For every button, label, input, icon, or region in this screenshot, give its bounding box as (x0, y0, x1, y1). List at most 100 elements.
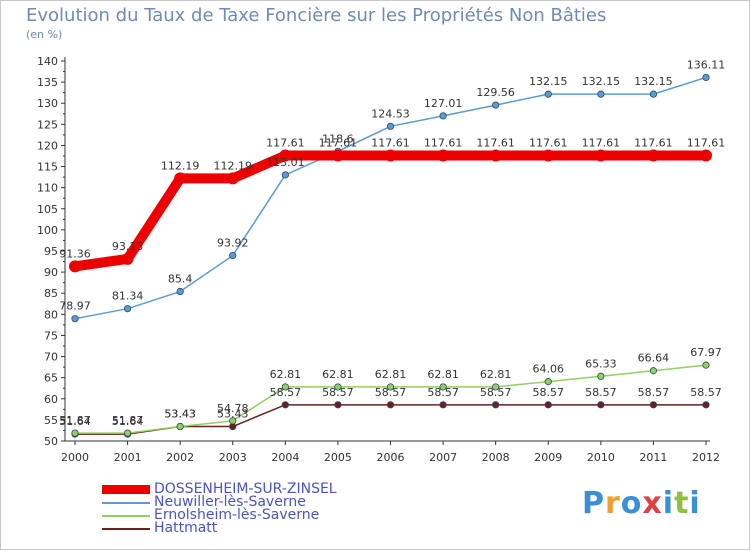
data-label: 66.64 (638, 352, 670, 365)
data-point-2 (229, 417, 237, 425)
legend-label: Neuwiller-lès-Saverne (154, 494, 306, 510)
y-tick-label: 135 (37, 76, 58, 89)
data-label: 117.61 (582, 137, 621, 150)
data-label: 127.01 (424, 97, 463, 110)
data-label: 58.57 (480, 386, 512, 399)
data-label: 58.57 (585, 386, 617, 399)
x-tick-label: 2006 (377, 451, 405, 464)
data-label: 58.57 (533, 386, 565, 399)
data-label: 58.57 (322, 386, 354, 399)
data-point-2 (334, 383, 342, 391)
data-label: 58.57 (638, 386, 670, 399)
data-point-1 (176, 287, 184, 296)
y-tick-label: 65 (44, 372, 58, 385)
data-label: 117.61 (266, 137, 305, 150)
logo-letter: x (642, 486, 663, 521)
legend-label: DOSSENHEIM-SUR-ZINSEL (154, 481, 337, 497)
data-label: 132.15 (582, 75, 621, 88)
data-label: 112.19 (214, 159, 253, 172)
data-label: 91.36 (59, 247, 91, 260)
y-tick-label: 105 (37, 203, 58, 216)
data-label: 117.61 (371, 137, 410, 150)
logo-letter: i (662, 486, 675, 521)
data-point-1 (597, 90, 605, 98)
data-point-0 (647, 149, 660, 162)
x-tick-label: 2009 (534, 451, 562, 464)
data-point-2 (702, 361, 710, 369)
data-point-2 (71, 429, 79, 437)
data-label: 85.4 (168, 273, 193, 286)
legend-label: Ernolsheim-lès-Saverne (154, 507, 320, 523)
data-label: 117.61 (687, 137, 726, 150)
chart-subtitle: (en %) (26, 28, 63, 41)
data-point-0 (384, 149, 397, 162)
y-tick-label: 120 (37, 139, 58, 152)
x-tick-label: 2011 (639, 451, 667, 464)
data-label: 93.92 (217, 237, 249, 250)
data-label: 67.97 (690, 346, 722, 359)
x-tick-label: 2001 (114, 451, 142, 464)
data-point-0 (279, 149, 292, 162)
data-label: 117.61 (634, 137, 673, 150)
data-point-3 (702, 401, 710, 409)
data-point-1 (649, 90, 658, 98)
data-label: 113.01 (266, 156, 305, 169)
x-tick-label: 2005 (324, 451, 352, 464)
data-point-0 (226, 172, 239, 185)
data-label: 51.87 (59, 414, 91, 427)
data-point-1 (492, 101, 500, 109)
y-tick-label: 75 (44, 329, 58, 342)
y-tick-label: 55 (44, 414, 58, 427)
logo-letter: i (689, 486, 701, 521)
data-label: 58.57 (427, 386, 459, 399)
data-point-2 (597, 372, 605, 380)
data-label: 58.57 (375, 386, 407, 399)
proxiti-logo: Proxiti (582, 486, 701, 521)
data-label: 51.64 (112, 415, 144, 428)
x-tick-label: 2010 (587, 451, 615, 464)
y-tick-label: 85 (44, 287, 58, 300)
data-label: 62.81 (322, 368, 354, 381)
y-tick-label: 60 (44, 393, 58, 406)
legend-swatch (102, 485, 150, 494)
data-label: 118.6 (322, 132, 354, 145)
logo-letter: P (582, 486, 605, 521)
y-tick-label: 125 (37, 118, 58, 131)
data-label: 62.81 (270, 368, 302, 381)
legend-item: Hattmatt (102, 521, 337, 535)
data-point-2 (439, 383, 447, 391)
data-point-2 (544, 378, 552, 386)
x-tick-label: 2012 (692, 451, 720, 464)
data-point-0 (331, 149, 344, 162)
data-point-2 (123, 429, 132, 437)
data-point-1 (702, 73, 710, 82)
data-label: 117.61 (319, 137, 358, 150)
data-point-0 (594, 149, 607, 162)
data-point-3 (649, 401, 658, 409)
data-point-2 (281, 383, 289, 391)
data-point-1 (281, 171, 289, 179)
data-label: 65.33 (585, 357, 617, 370)
data-label: 117.61 (424, 137, 463, 150)
chart-title: Evolution du Taux de Taxe Foncière sur l… (26, 5, 607, 26)
data-point-3 (544, 401, 552, 409)
y-tick-label: 115 (37, 161, 58, 174)
logo-letter: t (674, 486, 690, 521)
y-tick-label: 140 (37, 55, 58, 68)
data-label: 129.56 (476, 86, 515, 99)
data-label: 93.13 (112, 240, 144, 253)
data-point-1 (123, 305, 132, 313)
data-point-0 (700, 149, 712, 162)
data-label: 112.19 (161, 159, 200, 172)
logo-letter: r (605, 486, 621, 521)
data-label: 53.43 (217, 408, 249, 421)
data-label: 53.43 (164, 408, 196, 421)
data-label: 62.81 (480, 368, 512, 381)
x-tick-label: 2000 (61, 451, 89, 464)
data-point-0 (121, 252, 134, 265)
x-tick-label: 2003 (219, 451, 247, 464)
data-point-3 (597, 401, 605, 409)
y-tick-label: 70 (44, 351, 58, 364)
